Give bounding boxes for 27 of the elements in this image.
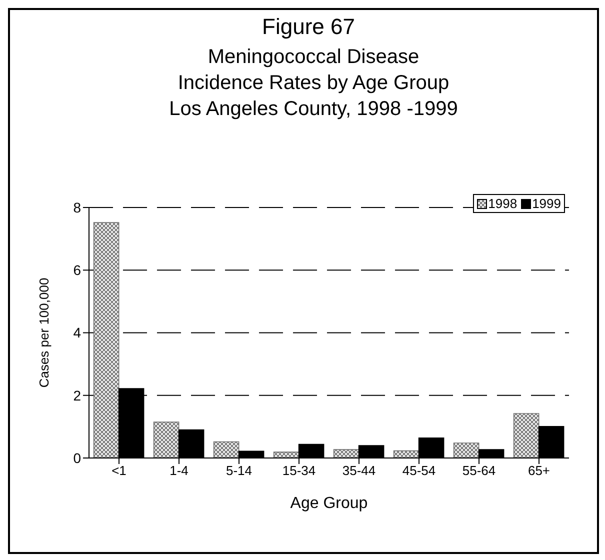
bar bbox=[213, 441, 240, 458]
y-tick-label: 6 bbox=[73, 262, 82, 278]
y-tick-label: 8 bbox=[73, 199, 82, 216]
legend-label: 1999 bbox=[532, 196, 561, 211]
legend-label: 1998 bbox=[488, 196, 518, 211]
x-tick-label: 1-4 bbox=[170, 463, 188, 478]
y-tick-label: 0 bbox=[73, 450, 82, 466]
x-tick-label: 15-34 bbox=[282, 463, 316, 478]
bar bbox=[393, 450, 420, 458]
chart-title: Figure 67 bbox=[261, 14, 356, 40]
x-tick-label: 5-14 bbox=[226, 463, 252, 478]
x-tick-label: 65+ bbox=[528, 463, 550, 478]
x-tick-label: <1 bbox=[112, 463, 126, 478]
chart-subtitle: Meningococcal Disease Incidence Rates by Age Group Los Angeles County, 1998 -1999 bbox=[168, 45, 459, 122]
y-axis-title: Cases per 100,000 bbox=[36, 278, 52, 388]
bar bbox=[273, 452, 300, 458]
x-tick-label: 55-64 bbox=[462, 463, 496, 478]
bar bbox=[333, 449, 360, 458]
bar bbox=[453, 442, 480, 458]
bar bbox=[513, 413, 540, 458]
bar bbox=[153, 422, 180, 458]
y-tick-label: 4 bbox=[73, 324, 82, 341]
x-tick-label: 35-44 bbox=[342, 463, 376, 478]
x-tick-label: 45-54 bbox=[402, 463, 436, 478]
bar bbox=[93, 222, 120, 458]
x-axis-title: Age Group bbox=[290, 495, 368, 512]
y-tick-label: 2 bbox=[73, 387, 82, 404]
